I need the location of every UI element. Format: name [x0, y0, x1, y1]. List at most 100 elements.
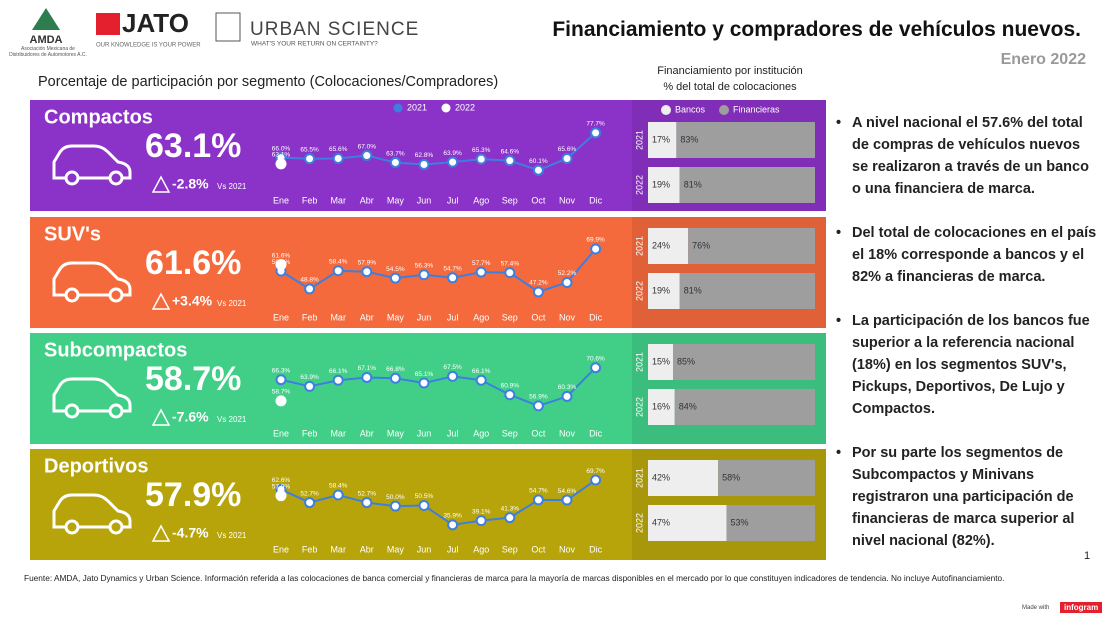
segment-vs: Vs 2021	[217, 299, 247, 308]
x-tick-label: Ago	[473, 195, 489, 205]
segment-name: Subcompactos	[44, 339, 187, 361]
bar-label: 53%	[730, 517, 748, 527]
wheel	[108, 403, 124, 419]
bullet: Por su parte los segmentos de Subcompact…	[836, 442, 1098, 552]
legend-label: Bancos	[675, 104, 706, 114]
data-point	[475, 374, 487, 386]
x-tick-label: Dic	[589, 428, 602, 438]
data-point	[561, 153, 573, 165]
data-point	[447, 370, 459, 382]
x-tick-label: Oct	[531, 195, 546, 205]
x-tick-label: Dic	[589, 544, 602, 554]
data-label: 57.9%	[358, 259, 377, 266]
data-point	[475, 266, 487, 278]
x-tick-label: Feb	[302, 312, 318, 322]
x-tick-label: Ene	[273, 195, 289, 205]
data-label: 65.3%	[472, 147, 491, 154]
data-label: 77.7%	[586, 121, 605, 128]
x-tick-label: Feb	[302, 428, 318, 438]
delta-icon	[151, 408, 171, 426]
bar-label: 17%	[652, 134, 670, 144]
car-icon	[52, 493, 132, 529]
x-tick-label: Nov	[559, 544, 576, 554]
x-tick-label: Nov	[559, 195, 576, 205]
data-point	[332, 374, 344, 386]
data-label: 67.1%	[358, 365, 377, 372]
data-label: 54.7%	[443, 265, 462, 272]
data-label: 39.1%	[472, 508, 491, 515]
x-tick-label: Feb	[302, 195, 318, 205]
subtitle: Porcentaje de participación por segmento…	[38, 74, 499, 90]
data-point	[504, 512, 516, 524]
data-point	[447, 272, 459, 284]
segment-vs: Vs 2021	[217, 531, 247, 540]
data-point	[590, 362, 602, 374]
data-point	[304, 380, 316, 392]
data-label: 66.3%	[272, 367, 291, 374]
x-tick-label: Ago	[473, 428, 489, 438]
data-point	[361, 371, 373, 383]
data-label: 62.6%	[272, 477, 291, 484]
legend-swatch	[661, 105, 671, 115]
x-tick-label: Ago	[473, 312, 489, 322]
data-point	[275, 395, 287, 407]
bar-segment	[673, 344, 815, 380]
x-tick-label: Jun	[417, 428, 432, 438]
data-point	[590, 243, 602, 255]
delta-icon	[151, 175, 171, 193]
x-tick-label: Oct	[531, 544, 546, 554]
bar-title: Financiamiento por institución	[657, 65, 803, 77]
data-label: 70.6%	[586, 355, 605, 362]
legend-label: 2022	[455, 102, 475, 112]
y-tick-label: 2021	[634, 468, 644, 488]
legend-swatch	[393, 103, 403, 113]
x-tick-label: Ago	[473, 544, 489, 554]
segment-name: Compactos	[44, 106, 153, 128]
data-point	[532, 286, 544, 298]
data-point	[561, 494, 573, 506]
wheel	[108, 287, 124, 303]
bullets: A nivel nacional el 57.6% del total de c…	[836, 112, 1098, 574]
bar-segment	[726, 505, 815, 541]
data-point	[304, 153, 316, 165]
amda-icon	[32, 8, 60, 30]
bar-label: 15%	[652, 356, 670, 366]
data-label: 66.0%	[272, 145, 291, 152]
x-tick-label: Ene	[273, 544, 289, 554]
data-label: 58.7%	[272, 389, 291, 396]
data-point	[332, 153, 344, 165]
bar-segment	[648, 122, 677, 158]
bar-segment	[718, 460, 815, 496]
data-point	[532, 494, 544, 506]
data-point	[418, 269, 430, 281]
segment-headline: 57.9%	[145, 476, 241, 514]
jato-logo: JATO	[122, 8, 189, 38]
car-icon	[52, 261, 132, 297]
x-tick-label: Abr	[360, 312, 374, 322]
data-point	[389, 272, 401, 284]
segment-headline: 61.6%	[145, 244, 241, 282]
data-label: 47.2%	[529, 280, 548, 287]
bar-label: 81%	[684, 179, 702, 189]
data-point	[304, 283, 316, 295]
data-point	[275, 158, 287, 170]
data-point	[418, 158, 430, 170]
data-label: 52.7%	[358, 490, 377, 497]
data-label: 62.8%	[415, 152, 434, 159]
data-label: 57.4%	[501, 260, 520, 267]
x-tick-label: May	[387, 195, 405, 205]
bar-subtitle: % del total de colocaciones	[663, 81, 797, 93]
bullet: La participación de los bancos fue super…	[836, 310, 1098, 420]
x-tick-label: Dic	[589, 312, 602, 322]
y-tick-label: 2022	[634, 281, 644, 301]
x-tick-label: Mar	[330, 544, 346, 554]
legend-swatch	[441, 103, 451, 113]
x-tick-label: Sep	[502, 428, 518, 438]
bar-label: 42%	[652, 472, 670, 482]
data-label: 41.3%	[501, 505, 520, 512]
data-label: 58.4%	[329, 483, 348, 490]
bar-label: 76%	[692, 240, 710, 250]
data-label: 64.6%	[501, 148, 520, 155]
data-label: 69.9%	[586, 237, 605, 244]
bar-segment	[648, 505, 727, 541]
